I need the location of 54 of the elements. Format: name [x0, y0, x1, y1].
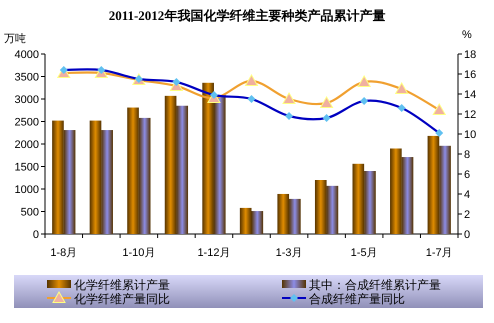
bar: [164, 96, 176, 234]
bar: [289, 198, 301, 234]
bar: [326, 186, 338, 234]
y-tick-label: 2000: [14, 139, 39, 151]
y-tick-label: 500: [20, 206, 39, 218]
legend-label: 合成纤维产量同比: [309, 292, 405, 306]
y-tick-label: 2500: [14, 116, 39, 128]
x-tick-label: 1-5月: [350, 247, 378, 259]
y-axis-title: 万吨: [4, 32, 26, 45]
y-tick-label: 1000: [14, 184, 39, 196]
bar: [202, 82, 214, 234]
bar: [352, 164, 364, 234]
y2-tick-label: 2: [464, 209, 470, 221]
x-tick-label: 1-3月: [276, 247, 302, 259]
bar: [277, 194, 290, 234]
y-tick-label: 3500: [14, 72, 39, 84]
x-tick-label: 1-8月: [50, 247, 78, 259]
x-tick-label: 1-12月: [197, 247, 230, 259]
bar: [64, 130, 76, 234]
legend-label: 化学纤维产量同比: [74, 292, 170, 306]
bar: [364, 171, 376, 234]
x-tick-label: 1-10月: [122, 247, 156, 259]
y2-tick-label: 16: [464, 69, 476, 81]
y2-tick-label: 14: [464, 89, 476, 101]
bar: [252, 211, 264, 234]
y2-tick-label: 12: [464, 109, 476, 121]
bar: [52, 120, 64, 234]
y2-tick-label: 6: [464, 169, 470, 181]
bar: [90, 120, 102, 234]
y2-tick-label: 8: [464, 149, 470, 161]
bar: [127, 108, 139, 234]
bar: [314, 180, 327, 234]
y2-tick-label: 4: [464, 189, 470, 201]
y-tick-label: 4000: [14, 49, 39, 61]
y-tick-label: 0: [32, 229, 39, 241]
legend-label: 化学纤维累计产量: [74, 278, 170, 292]
bar: [214, 94, 226, 234]
bar: [402, 157, 414, 234]
bar: [101, 130, 113, 234]
bar: [176, 106, 188, 234]
y-tick-label: 1500: [14, 162, 39, 174]
bar: [240, 208, 252, 234]
y2-axis-title: %: [462, 29, 472, 41]
legend-label: 其中：合成纤维累计产量: [309, 278, 441, 292]
bar: [428, 136, 440, 234]
y2-tick-label: 10: [464, 129, 476, 141]
y2-tick-label: 0: [464, 229, 470, 241]
bar: [439, 146, 451, 234]
y-tick-label: 3000: [14, 94, 39, 106]
y2-tick-label: 18: [464, 49, 476, 61]
chart-title: 2011-2012年我国化学纤维主要种类产品累计产量: [108, 8, 386, 23]
bar: [138, 118, 151, 234]
bar: [390, 148, 402, 234]
x-tick-label: 1-7月: [426, 247, 453, 259]
